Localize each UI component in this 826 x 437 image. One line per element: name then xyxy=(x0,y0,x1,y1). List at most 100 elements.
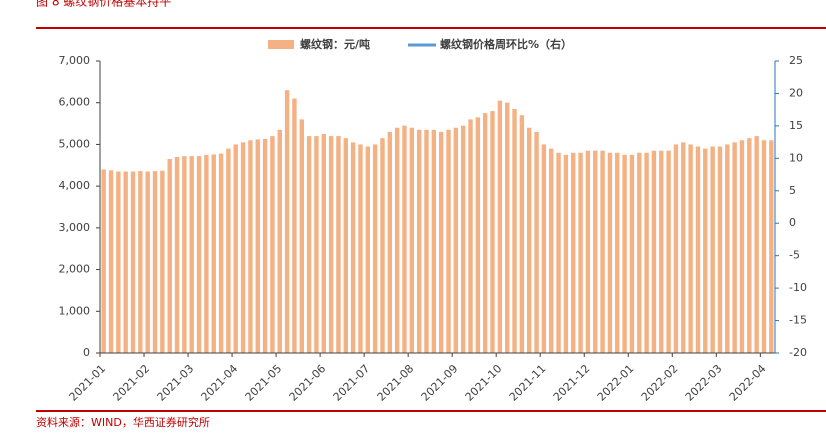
y2-tick-label: 0 xyxy=(789,216,796,229)
y2-tick-label: -20 xyxy=(789,346,807,359)
bar xyxy=(446,129,451,353)
y-tick-label: 0 xyxy=(83,346,90,359)
bar xyxy=(240,142,246,353)
x-tick-label: 2022-01 xyxy=(595,362,637,404)
bar xyxy=(306,136,312,353)
bar xyxy=(402,125,407,354)
bar xyxy=(681,142,686,353)
x-tick-label: 2021-02 xyxy=(111,362,153,404)
bar xyxy=(196,156,202,353)
x-tick-label: 2022-02 xyxy=(639,362,681,404)
bar xyxy=(468,119,473,354)
bar xyxy=(358,144,363,353)
x-tick-label: 2022-04 xyxy=(727,362,769,404)
bar xyxy=(350,142,356,353)
bar xyxy=(174,156,180,353)
bar xyxy=(262,139,268,353)
bar xyxy=(659,150,664,353)
bar xyxy=(292,98,297,354)
y-tick-label: 2,000 xyxy=(59,263,91,276)
bar xyxy=(541,144,547,353)
bar xyxy=(651,150,657,353)
bar xyxy=(343,138,348,353)
bar xyxy=(717,146,723,353)
bar xyxy=(277,129,282,353)
bar xyxy=(218,153,224,353)
bar xyxy=(673,144,679,353)
bar xyxy=(101,169,106,353)
bar xyxy=(556,152,561,353)
chart-title: 图 8 螺纹钢价格基本持平 xyxy=(36,0,171,9)
y2-tick-label: 10 xyxy=(789,151,803,164)
bar xyxy=(710,146,715,353)
y2-tick-label: -10 xyxy=(789,281,807,294)
bar xyxy=(270,136,275,353)
bar xyxy=(416,129,422,353)
y-tick-label: 5,000 xyxy=(59,137,91,150)
bar xyxy=(248,140,253,353)
bar xyxy=(629,154,635,353)
bar xyxy=(314,136,319,353)
bar xyxy=(644,152,649,353)
y-tick-label: 6,000 xyxy=(59,96,91,109)
bar xyxy=(372,144,378,353)
bar xyxy=(123,171,128,353)
bar xyxy=(409,127,415,353)
bar xyxy=(145,171,150,353)
y-tick-label: 4,000 xyxy=(59,179,91,192)
bar xyxy=(394,127,400,353)
bar xyxy=(167,159,172,353)
bar xyxy=(549,148,554,353)
bar xyxy=(387,131,393,353)
x-tick-label: 2021-04 xyxy=(199,362,241,404)
y2-tick-label: 5 xyxy=(789,184,796,197)
bar xyxy=(747,138,752,353)
bar xyxy=(571,152,576,353)
bar xyxy=(688,144,693,353)
bar xyxy=(138,171,143,353)
legend-label: 螺纹钢价格周环比%（右） xyxy=(440,37,572,51)
bar xyxy=(732,142,737,353)
x-tick-label: 2021-11 xyxy=(507,362,549,404)
bar xyxy=(527,127,532,353)
bar xyxy=(160,170,165,353)
x-tick-label: 2021-07 xyxy=(331,362,373,404)
bar xyxy=(108,170,114,353)
bar xyxy=(703,148,708,353)
y-tick-label: 1,000 xyxy=(59,304,91,317)
bar xyxy=(424,129,429,353)
x-tick-label: 2021-08 xyxy=(375,362,417,404)
bar xyxy=(299,119,304,354)
bar xyxy=(482,113,488,354)
bar xyxy=(204,154,209,353)
bar xyxy=(475,117,481,353)
bar xyxy=(534,131,539,353)
bar xyxy=(152,171,158,353)
bar xyxy=(380,138,385,353)
y2-tick-label: 20 xyxy=(789,86,803,99)
bar xyxy=(431,129,437,353)
x-tick-label: 2021-03 xyxy=(155,362,197,404)
bar xyxy=(130,171,136,353)
bar xyxy=(460,125,466,354)
bar xyxy=(739,140,745,353)
bar xyxy=(512,108,517,353)
bar xyxy=(505,102,510,353)
bar xyxy=(226,148,231,353)
bar xyxy=(563,154,569,353)
bar xyxy=(453,127,459,353)
bar xyxy=(255,139,260,353)
y2-tick-label: 15 xyxy=(789,119,803,132)
bar xyxy=(615,152,620,353)
x-tick-label: 2021-01 xyxy=(67,362,109,404)
bar xyxy=(211,154,216,353)
x-tick-label: 2021-10 xyxy=(463,362,505,404)
y2-tick-label: -5 xyxy=(789,249,800,262)
y-tick-label: 3,000 xyxy=(59,221,91,234)
bar xyxy=(585,150,591,353)
bar xyxy=(622,154,627,353)
bar xyxy=(519,115,525,353)
bar xyxy=(116,171,121,353)
bar xyxy=(336,136,341,353)
bar xyxy=(233,144,238,353)
